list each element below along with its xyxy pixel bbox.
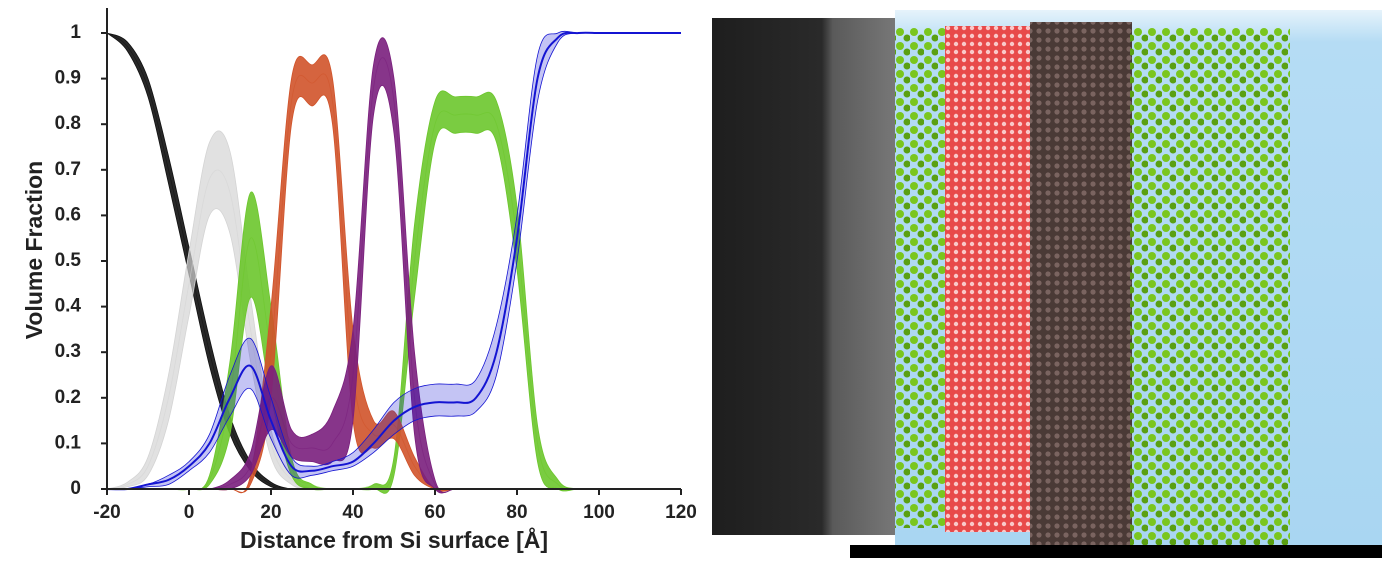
y-tick-label: 0.2: [55, 387, 81, 408]
y-tick-label: 0.4: [55, 296, 82, 317]
y-tick-label: 0.9: [55, 68, 81, 89]
y-tick-label: 0.8: [55, 113, 81, 134]
y-axis-title: Volume Fraction: [21, 161, 47, 340]
figure: Distance from Si surface [Å] Volume Frac…: [0, 0, 1382, 558]
x-tick-label: 40: [342, 502, 363, 523]
x-tick-label: 80: [506, 502, 527, 523]
simulation-render: [712, 10, 1382, 558]
x-tick-label: 0: [184, 502, 195, 523]
mean-line: [107, 170, 681, 490]
y-tick-label: 0.6: [55, 204, 81, 225]
outer-brush: [1130, 28, 1290, 546]
red-layer: [945, 26, 1030, 532]
y-tick-label: 0.7: [55, 159, 81, 180]
silicon-slab: [712, 18, 895, 535]
x-tick-label: -20: [93, 502, 120, 523]
x-tick-label: 20: [260, 502, 281, 523]
x-tick-label: 100: [583, 502, 615, 523]
brown-layer: [1030, 22, 1132, 548]
y-tick-label: 0.1: [55, 432, 82, 453]
x-tick-label: 120: [665, 502, 697, 523]
x-tick-label: 60: [424, 502, 445, 523]
y-tick-label: 0.3: [55, 341, 81, 362]
x-axis-title: Distance from Si surface [Å]: [240, 526, 548, 553]
bottom-bar: [850, 545, 1382, 558]
y-tick-label: 1: [70, 22, 81, 43]
inner-brush: [895, 28, 945, 528]
chart: Distance from Si surface [Å] Volume Frac…: [21, 8, 697, 553]
y-tick-label: 0: [70, 478, 81, 499]
y-tick-label: 0.5: [55, 250, 82, 271]
